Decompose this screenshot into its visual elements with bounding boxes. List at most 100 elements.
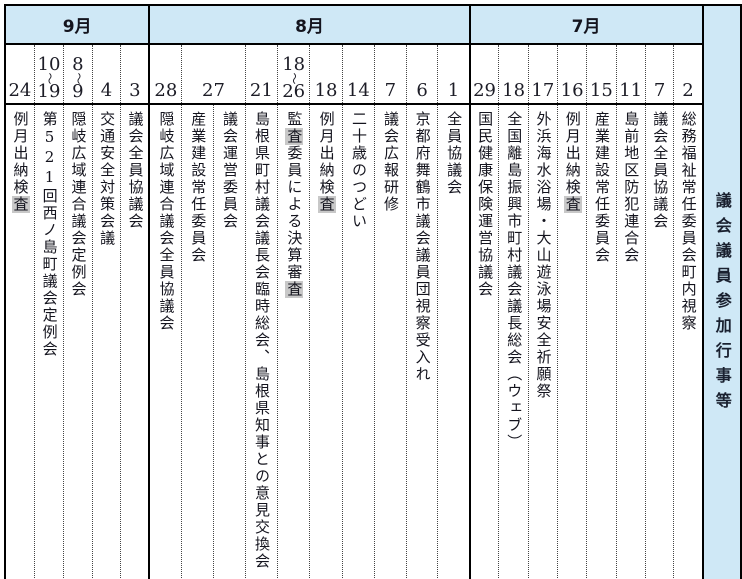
date-value: 11 bbox=[619, 80, 643, 101]
date-cell: 2 bbox=[673, 44, 703, 105]
event-text: 議会広報研修 bbox=[382, 111, 400, 213]
event-text: 第521回西ノ島町議会定例会 bbox=[40, 111, 59, 358]
event-cell: 全員協議会 bbox=[437, 104, 470, 579]
event-text: 外浜海水浴場・大山遊泳場安全祈願祭 bbox=[534, 111, 553, 400]
date-cell: 29 bbox=[468, 44, 499, 105]
date-cell: 1 bbox=[437, 44, 470, 105]
month-header-row: 9月 8月 7月議会議員参加行事等 bbox=[5, 5, 741, 579]
event-text: 隠岐広域連合議会全員協議会 bbox=[157, 111, 176, 332]
highlighted-char: 査 bbox=[285, 128, 304, 145]
date-range: 8 〜 9 bbox=[64, 56, 92, 102]
date-value: 29 bbox=[473, 80, 496, 101]
sidebar-title-cell: 議会議員参加行事等 bbox=[701, 5, 741, 579]
event-cell: 交通安全対策会議 bbox=[91, 104, 121, 579]
tilde-icon: 〜 bbox=[71, 72, 86, 85]
date-cell: 8 〜 9 bbox=[63, 44, 93, 105]
event-text: 京都府舞鶴市議会議員団視察受入れ bbox=[413, 111, 432, 383]
date-value: 28 bbox=[154, 80, 178, 101]
tilde-icon: 〜 bbox=[42, 72, 57, 85]
date-range-start: 10 bbox=[37, 54, 61, 75]
event-text: 総務福祉常任委員会町内視察 bbox=[679, 111, 698, 332]
event-text: 例月出納検査 bbox=[317, 111, 336, 213]
sidebar-title: 議会議員参加行事等 bbox=[712, 191, 732, 417]
date-cell: 21 bbox=[244, 44, 278, 105]
event-cell: 監査委員による決算審査 bbox=[277, 104, 310, 579]
event-text: 国民健康保険運営協議会 bbox=[476, 111, 495, 298]
date-value: 6 bbox=[416, 80, 428, 101]
date-range: 18 〜 26 bbox=[278, 56, 309, 102]
date-range-end: 9 bbox=[72, 81, 84, 102]
date-cell: 11 bbox=[615, 44, 646, 105]
date-value: 14 bbox=[346, 80, 370, 101]
month-header: 9月 bbox=[5, 5, 150, 45]
highlighted-char: 査 bbox=[317, 196, 336, 213]
event-text: 全国離島振興市町村議会議長総会（ウェブ） bbox=[505, 111, 524, 451]
event-cell: 議会全員協議会 bbox=[644, 104, 674, 579]
date-value: 18 bbox=[314, 80, 338, 101]
event-cell: 例月出納検査 bbox=[556, 104, 587, 579]
date-value: 15 bbox=[589, 80, 613, 101]
date-value: 7 bbox=[384, 80, 397, 101]
date-range: 10 〜 19 bbox=[35, 54, 63, 102]
event-text: 例月出納検査 bbox=[563, 111, 582, 213]
event-cell: 国民健康保険運営協議会 bbox=[468, 104, 499, 579]
event-text: 産業建設常任委員会 bbox=[189, 111, 208, 264]
date-value: 18 bbox=[502, 80, 526, 101]
event-text: 隠岐広域連合議会定例会 bbox=[69, 111, 88, 298]
event-text: 交通安全対策会議 bbox=[98, 111, 117, 247]
date-cell: 18 〜 26 bbox=[277, 44, 310, 105]
event-text: 全員協議会 bbox=[445, 111, 464, 196]
date-value: 1 bbox=[447, 80, 460, 101]
event-text: 議会運営委員会 bbox=[220, 111, 239, 230]
date-value: 4 bbox=[100, 80, 113, 101]
event-cell: 産業建設常任委員会 bbox=[181, 104, 214, 579]
date-value: 21 bbox=[249, 80, 273, 101]
date-cell: 7 bbox=[644, 44, 674, 105]
date-row: 24 10 〜 19 8 〜 9 4 3 28 27 21 18 〜 26 18 14 7 6 1 29 18 17 16 15… bbox=[3, 44, 741, 105]
date-value: 24 bbox=[8, 80, 32, 101]
date-cell: 18 bbox=[498, 44, 529, 105]
event-text: 島前地区防犯連合会 bbox=[622, 111, 641, 264]
date-range-end: 19 bbox=[37, 81, 61, 102]
event-cell: 第521回西ノ島町議会定例会 bbox=[33, 104, 64, 579]
date-cell: 17 bbox=[527, 44, 558, 105]
event-cell: 例月出納検査 bbox=[309, 104, 343, 579]
date-cell: 10 〜 19 bbox=[33, 44, 64, 105]
event-cell: 産業建設常任委員会 bbox=[586, 104, 617, 579]
date-cell: 4 bbox=[91, 44, 121, 105]
event-cell: 島根県町村議会議長会臨時総会、島根県知事との意見交換会 bbox=[244, 104, 278, 579]
date-cell: 14 bbox=[341, 44, 375, 105]
event-cell: 議会運営委員会 bbox=[213, 104, 246, 579]
date-cell: 27 bbox=[181, 44, 246, 105]
event-text: 議会全員協議会 bbox=[651, 111, 670, 230]
date-cell: 6 bbox=[405, 44, 438, 105]
event-cell: 隠岐広域連合議会全員協議会 bbox=[148, 104, 182, 579]
date-value: 16 bbox=[560, 80, 584, 101]
date-value: 7 bbox=[653, 80, 666, 101]
highlighted-char: 査 bbox=[11, 196, 30, 213]
date-value: 27 bbox=[202, 80, 225, 101]
month-header: 8月 bbox=[148, 5, 470, 45]
event-cell: 京都府舞鶴市議会議員団視察受入れ bbox=[405, 104, 438, 579]
event-cell: 総務福祉常任委員会町内視察 bbox=[673, 104, 703, 579]
event-cell: 議会全員協議会 bbox=[120, 104, 150, 579]
event-text: 島根県町村議会議長会臨時総会、島根県知事との意見交換会 bbox=[252, 111, 271, 570]
date-cell: 28 bbox=[148, 44, 182, 105]
date-cell: 15 bbox=[586, 44, 617, 105]
highlighted-char: 査 bbox=[563, 196, 582, 213]
event-cell: 議会広報研修 bbox=[374, 104, 407, 579]
month-header: 7月 bbox=[468, 5, 703, 45]
tilde-icon: 〜 bbox=[287, 72, 302, 85]
event-cell: 外浜海水浴場・大山遊泳場安全祈願祭 bbox=[527, 104, 558, 579]
highlighted-char: 査 bbox=[285, 281, 304, 298]
event-text: 例月出納検査 bbox=[11, 111, 30, 213]
date-value: 17 bbox=[531, 80, 555, 101]
date-value: 2 bbox=[682, 80, 694, 101]
date-cell: 16 bbox=[556, 44, 587, 105]
date-cell: 7 bbox=[374, 44, 407, 105]
event-cell: 隠岐広域連合議会定例会 bbox=[63, 104, 93, 579]
event-row: 例月出納検査 第521回西ノ島町議会定例会 隠岐広域連合議会定例会 交通安全対策会議議… bbox=[3, 104, 741, 579]
event-cell: 島前地区防犯連合会 bbox=[615, 104, 646, 579]
date-range-end: 26 bbox=[282, 81, 306, 102]
